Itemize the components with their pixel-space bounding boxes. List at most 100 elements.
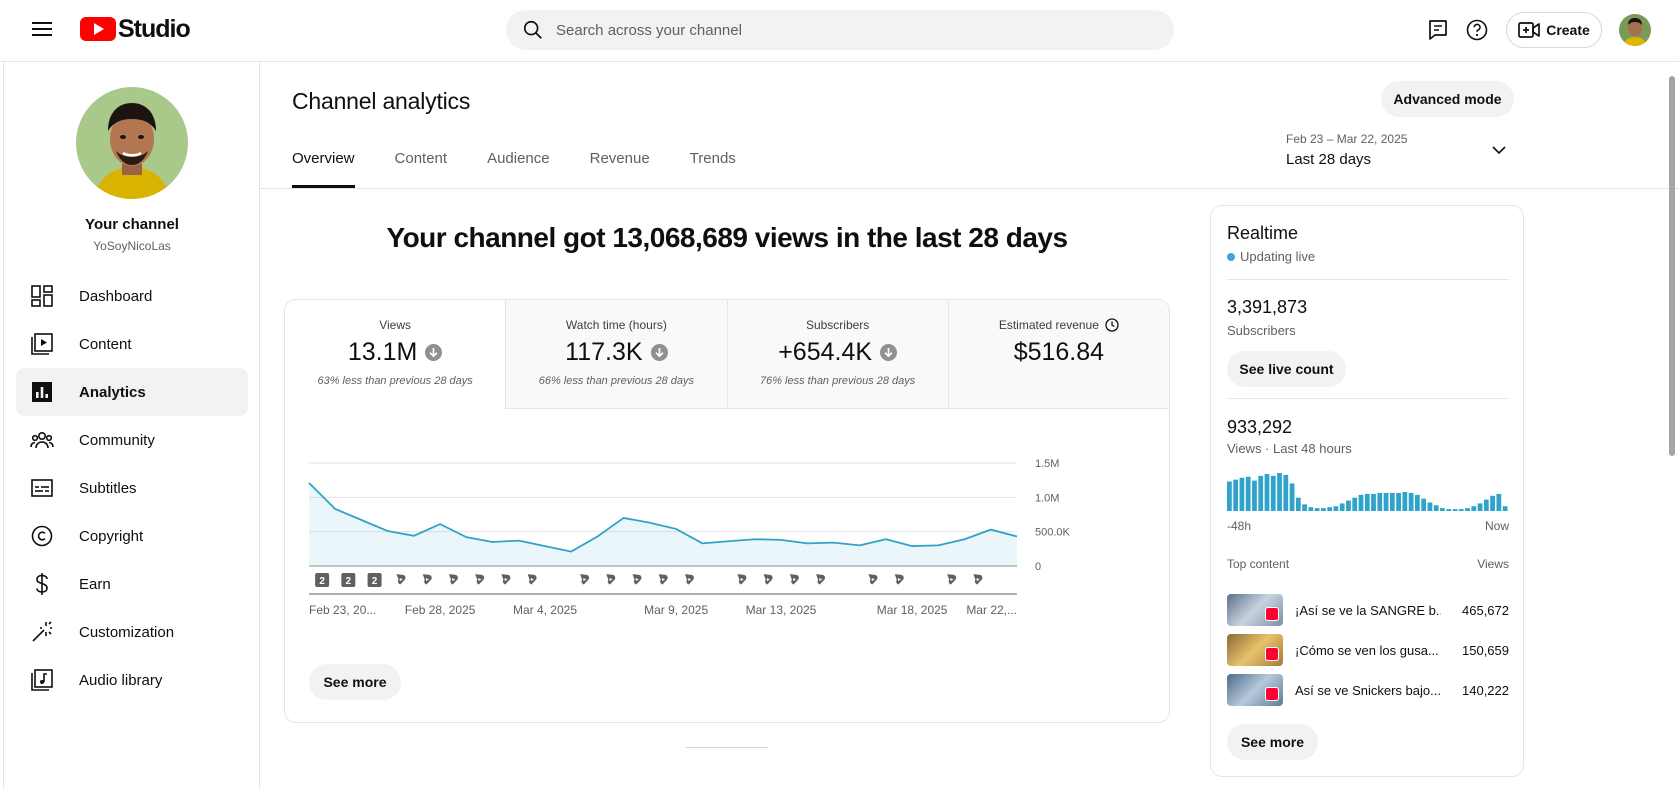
realtime-bar bbox=[1440, 508, 1445, 511]
shorts-marker-icon bbox=[580, 574, 589, 585]
tab-overview[interactable]: Overview bbox=[292, 150, 355, 188]
sidebar-item-audio-library[interactable]: Audio library bbox=[16, 656, 248, 704]
axis-start-label: -48h bbox=[1227, 519, 1252, 533]
dashboard-icon bbox=[30, 284, 54, 308]
realtime-bar bbox=[1352, 497, 1358, 511]
help-icon[interactable] bbox=[1465, 18, 1489, 42]
shorts-marker-icon bbox=[816, 574, 825, 585]
scrollbar[interactable] bbox=[1666, 62, 1679, 789]
realtime-bar bbox=[1258, 475, 1264, 511]
metric-estimated-revenue[interactable]: Estimated revenue $516.84 bbox=[948, 300, 1169, 409]
realtime-bar bbox=[1346, 500, 1351, 511]
realtime-views-bar-chart bbox=[1227, 473, 1508, 511]
realtime-card: Realtime Updating live 3,391,873 Subscri… bbox=[1210, 205, 1524, 777]
x-tick-label: Mar 4, 2025 bbox=[513, 603, 577, 617]
realtime-bar bbox=[1239, 477, 1245, 511]
logo-text: Studio bbox=[118, 14, 191, 43]
date-range-picker[interactable]: Feb 23 – Mar 22, 2025 Last 28 days bbox=[1286, 132, 1526, 172]
sidebar-item-customization[interactable]: Customization bbox=[16, 608, 248, 656]
realtime-bar bbox=[1415, 494, 1420, 511]
realtime-bar bbox=[1458, 509, 1464, 511]
realtime-bar bbox=[1496, 493, 1502, 511]
axis-end-label: Now bbox=[1484, 519, 1509, 533]
metric-value: $516.84 bbox=[1013, 338, 1105, 366]
live-status: Updating live bbox=[1227, 249, 1315, 264]
tabs-divider bbox=[260, 188, 1679, 189]
realtime-subscribers-label: Subscribers bbox=[1227, 323, 1296, 338]
sidebar-item-label: Audio library bbox=[79, 671, 163, 689]
metric-views[interactable]: Views 13.1M 63% less than previous 28 da… bbox=[285, 300, 507, 409]
realtime-bar bbox=[1433, 505, 1439, 511]
top-content-item[interactable]: ¡Así se ve la SANGRE b... 465,672 bbox=[1227, 593, 1509, 627]
realtime-bar bbox=[1233, 479, 1239, 511]
metric-value: +654.4K bbox=[778, 338, 873, 366]
video-thumbnail bbox=[1227, 594, 1283, 626]
upload-count-marker bbox=[315, 573, 330, 587]
top-bar: Studio Create bbox=[0, 0, 1679, 62]
sidebar-item-dashboard[interactable]: Dashboard bbox=[16, 272, 248, 320]
shorts-marker-play bbox=[530, 578, 534, 581]
advanced-mode-button[interactable]: Advanced mode bbox=[1381, 81, 1514, 117]
scrollbar-thumb[interactable] bbox=[1669, 76, 1675, 456]
top-content-item[interactable]: Así se ve Snickers bajo... 140,222 bbox=[1227, 673, 1509, 707]
x-tick-label: Mar 22,... bbox=[966, 603, 1017, 617]
realtime-bar bbox=[1421, 498, 1427, 511]
youtube-studio-logo[interactable]: Studio bbox=[80, 14, 191, 44]
create-button[interactable]: Create bbox=[1506, 12, 1602, 48]
see-more-button[interactable]: See more bbox=[309, 664, 401, 700]
realtime-bar bbox=[1408, 492, 1414, 511]
upload-count-label: 2 bbox=[346, 576, 352, 587]
feedback-icon[interactable] bbox=[1426, 18, 1450, 42]
realtime-see-more-button[interactable]: See more bbox=[1227, 724, 1318, 760]
search-bar[interactable] bbox=[506, 10, 1174, 50]
menu-icon[interactable] bbox=[28, 18, 56, 42]
sidebar-item-analytics[interactable]: Analytics bbox=[16, 368, 248, 416]
shorts-marker-play bbox=[976, 578, 980, 581]
realtime-bar bbox=[1277, 473, 1282, 511]
y-tick-label: 500.0K bbox=[1035, 527, 1071, 539]
realtime-bar bbox=[1358, 494, 1364, 511]
metric-value: 117.3K bbox=[565, 338, 643, 366]
create-video-icon bbox=[1518, 22, 1541, 38]
realtime-axis: -48h Now bbox=[1227, 519, 1509, 533]
sidebar-item-earn[interactable]: Earn bbox=[16, 560, 248, 608]
shorts-marker-icon bbox=[763, 574, 773, 585]
metric-watch-time[interactable]: Watch time (hours) 117.3K 66% less than … bbox=[506, 300, 728, 409]
video-thumbnail bbox=[1227, 674, 1283, 706]
copyright-icon bbox=[30, 524, 54, 548]
tab-content[interactable]: Content bbox=[394, 150, 448, 167]
search-input[interactable] bbox=[556, 21, 1116, 39]
video-title: Así se ve Snickers bajo... bbox=[1295, 682, 1441, 698]
metric-comparison: 66% less than previous 28 days bbox=[538, 375, 695, 387]
create-label: Create bbox=[1546, 22, 1590, 38]
shorts-marker-icon bbox=[632, 574, 642, 585]
channel-title: Your channel bbox=[85, 216, 179, 233]
sidebar-item-label: Subtitles bbox=[79, 479, 137, 497]
top-content-item[interactable]: ¡Cómo se ven los gusa... 150,659 bbox=[1227, 633, 1509, 667]
y-tick-label: 0 bbox=[1035, 561, 1041, 573]
realtime-views-value: 933,292 bbox=[1227, 417, 1293, 437]
sidebar-item-community[interactable]: Community bbox=[16, 416, 248, 464]
shorts-marker-icon bbox=[658, 574, 668, 585]
overview-card: Views 13.1M 63% less than previous 28 da… bbox=[284, 299, 1170, 723]
realtime-views-label: Views · Last 48 hours bbox=[1227, 441, 1352, 456]
shorts-marker-icon bbox=[868, 574, 878, 585]
sidebar-item-subtitles[interactable]: Subtitles bbox=[16, 464, 248, 512]
realtime-bar bbox=[1289, 483, 1295, 511]
see-live-count-button[interactable]: See live count bbox=[1227, 351, 1346, 387]
metric-subscribers[interactable]: Subscribers +654.4K 76% less than previo… bbox=[727, 300, 949, 409]
sidebar-item-copyright[interactable]: Copyright bbox=[16, 512, 248, 560]
top-content-header: Top content Views bbox=[1227, 557, 1509, 571]
shorts-marker-icon bbox=[606, 574, 616, 585]
account-avatar[interactable] bbox=[1619, 14, 1651, 46]
divider bbox=[1227, 398, 1509, 399]
sidebar-item-content[interactable]: Content bbox=[16, 320, 248, 368]
tab-trends[interactable]: Trends bbox=[689, 150, 736, 167]
tab-audience[interactable]: Audience bbox=[487, 150, 550, 167]
tab-revenue[interactable]: Revenue bbox=[589, 150, 650, 167]
channel-avatar[interactable] bbox=[76, 87, 188, 199]
analytics-icon bbox=[30, 380, 54, 404]
upload-count-marker bbox=[367, 573, 382, 587]
shorts-marker-play bbox=[898, 578, 901, 581]
metric-value: 13.1M bbox=[347, 338, 418, 366]
